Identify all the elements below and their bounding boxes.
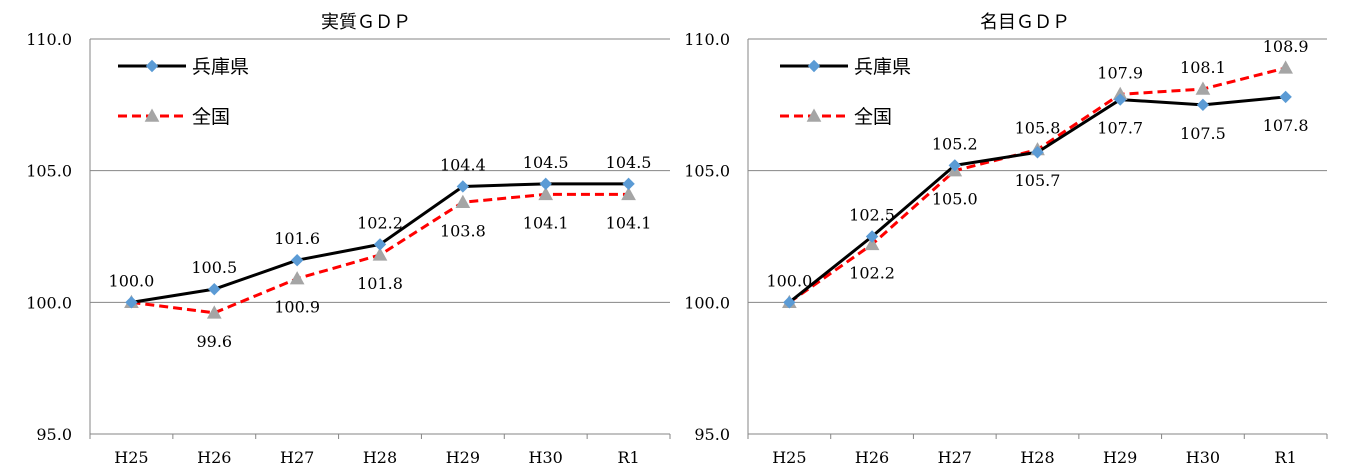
data-point-hyogo	[622, 177, 635, 191]
data-point-national	[538, 186, 554, 201]
x-tick-labels: H25 H26 H27 H28 H29 H30 R1	[114, 448, 639, 467]
data-label-national: 100.9	[274, 298, 320, 317]
data-label-national: 108.1	[1180, 58, 1226, 77]
y-tick-label: 95.0	[36, 425, 72, 444]
data-label-hyogo: 104.5	[523, 153, 569, 172]
y-gridlines	[90, 38, 670, 303]
legend-marker-hyogo	[807, 59, 821, 73]
data-point-hyogo	[456, 180, 470, 193]
data-point-hyogo	[1114, 93, 1127, 106]
data-label-hyogo: 100.0	[109, 271, 155, 290]
data-point-hyogo	[373, 238, 387, 251]
legend-marker-national	[144, 108, 160, 122]
data-label-hyogo: 101.6	[274, 229, 320, 248]
x-tick-label: H28	[1020, 448, 1054, 467]
legend-label-hyogo: 兵庫県	[192, 56, 249, 78]
legend-label-national: 全国	[192, 106, 230, 128]
x-tick-label: H30	[1186, 448, 1220, 467]
data-point-hyogo	[208, 282, 221, 296]
y-tick-label: 100.0	[684, 293, 730, 312]
data-point-national	[455, 194, 471, 208]
data-label-national: 105.0	[932, 190, 978, 209]
series-layer	[124, 177, 636, 319]
data-label-hyogo: 107.7	[1097, 119, 1143, 138]
data-label-hyogo: 102.2	[357, 213, 403, 232]
x-tick-labels: H25 H26 H27 H28 H29 H30 R1	[772, 448, 1297, 467]
y-tick-label: 110.0	[684, 30, 730, 49]
data-label-national: 102.2	[849, 263, 895, 282]
data-label-hyogo: 107.5	[1180, 124, 1226, 143]
x-tick-label: H29	[1103, 448, 1137, 467]
x-tick-label: H27	[938, 448, 972, 467]
data-label-national: 108.9	[1263, 37, 1309, 56]
x-tick-label: H27	[280, 448, 314, 467]
legend-marker-hyogo	[145, 59, 159, 73]
axes	[747, 39, 1328, 439]
data-label-hyogo: 102.5	[849, 206, 895, 225]
data-point-national	[1195, 81, 1211, 95]
series-layer	[782, 60, 1293, 309]
data-point-national	[289, 271, 305, 285]
x-tick-label: H30	[529, 448, 563, 467]
x-tick-label: H28	[363, 448, 397, 467]
data-label-national: 105.8	[1015, 119, 1061, 138]
legend-label-national: 全国	[854, 106, 892, 128]
data-label-hyogo: 107.8	[1263, 116, 1309, 135]
data-label-hyogo: 100.0	[766, 271, 812, 290]
legend-marker-national	[806, 108, 822, 122]
data-point-national	[621, 186, 636, 201]
data-label-national: 103.8	[440, 221, 486, 240]
data-point-hyogo	[1031, 146, 1044, 159]
data-labels: 100.0 102.5 105.2 105.7 107.7 107.5 107.8 102.2…	[766, 37, 1308, 290]
y-tick-label: 105.0	[684, 162, 730, 181]
x-tick-label: H26	[197, 448, 231, 467]
y-tick-label: 95.0	[694, 425, 730, 444]
data-label-hyogo: 105.2	[932, 134, 978, 153]
y-tick-label: 100.0	[26, 293, 72, 312]
data-point-national	[206, 305, 222, 319]
chart-title: 実質ＧＤＰ	[321, 12, 411, 33]
data-label-hyogo: 104.4	[440, 155, 486, 174]
y-gridlines	[748, 38, 1327, 303]
data-label-national: 107.9	[1097, 63, 1143, 82]
data-label-national: 99.6	[196, 332, 232, 351]
data-point-hyogo	[290, 253, 304, 267]
data-label-national: 104.1	[606, 213, 652, 232]
data-point-hyogo	[783, 296, 796, 309]
data-point-hyogo	[1279, 90, 1292, 104]
data-label-hyogo: 104.5	[606, 153, 652, 172]
x-tick-label: R1	[1275, 448, 1297, 467]
data-labels: 100.0 100.5 101.6 102.2 104.4 104.5 104.5 99.6 1…	[109, 153, 652, 351]
legend-label-hyogo: 兵庫県	[854, 56, 911, 78]
data-point-hyogo	[1196, 98, 1210, 112]
x-tick-label: H26	[855, 448, 889, 467]
y-tick-label: 105.0	[26, 162, 72, 181]
x-tick-label: H25	[772, 448, 806, 467]
data-point-hyogo	[948, 159, 961, 172]
y-tick-labels: 95.0 100.0 105.0 110.0	[26, 30, 72, 444]
x-tick-label: R1	[617, 448, 639, 467]
data-label-hyogo: 100.5	[191, 258, 237, 277]
y-tick-label: 110.0	[26, 30, 72, 49]
data-point-national	[1278, 60, 1293, 74]
data-point-hyogo	[539, 177, 552, 191]
data-point-hyogo	[125, 296, 138, 309]
data-label-national: 101.8	[357, 274, 403, 293]
chart-title: 名目ＧＤＰ	[980, 12, 1070, 33]
x-tick-label: H29	[446, 448, 480, 467]
data-label-hyogo: 105.7	[1015, 171, 1061, 190]
axes	[89, 39, 671, 439]
x-tick-label: H25	[114, 448, 148, 467]
data-point-national	[864, 236, 880, 251]
y-tick-labels: 95.0 100.0 105.0 110.0	[684, 30, 730, 444]
data-point-national	[372, 247, 388, 261]
data-label-national: 104.1	[523, 213, 569, 232]
data-point-hyogo	[865, 230, 879, 243]
